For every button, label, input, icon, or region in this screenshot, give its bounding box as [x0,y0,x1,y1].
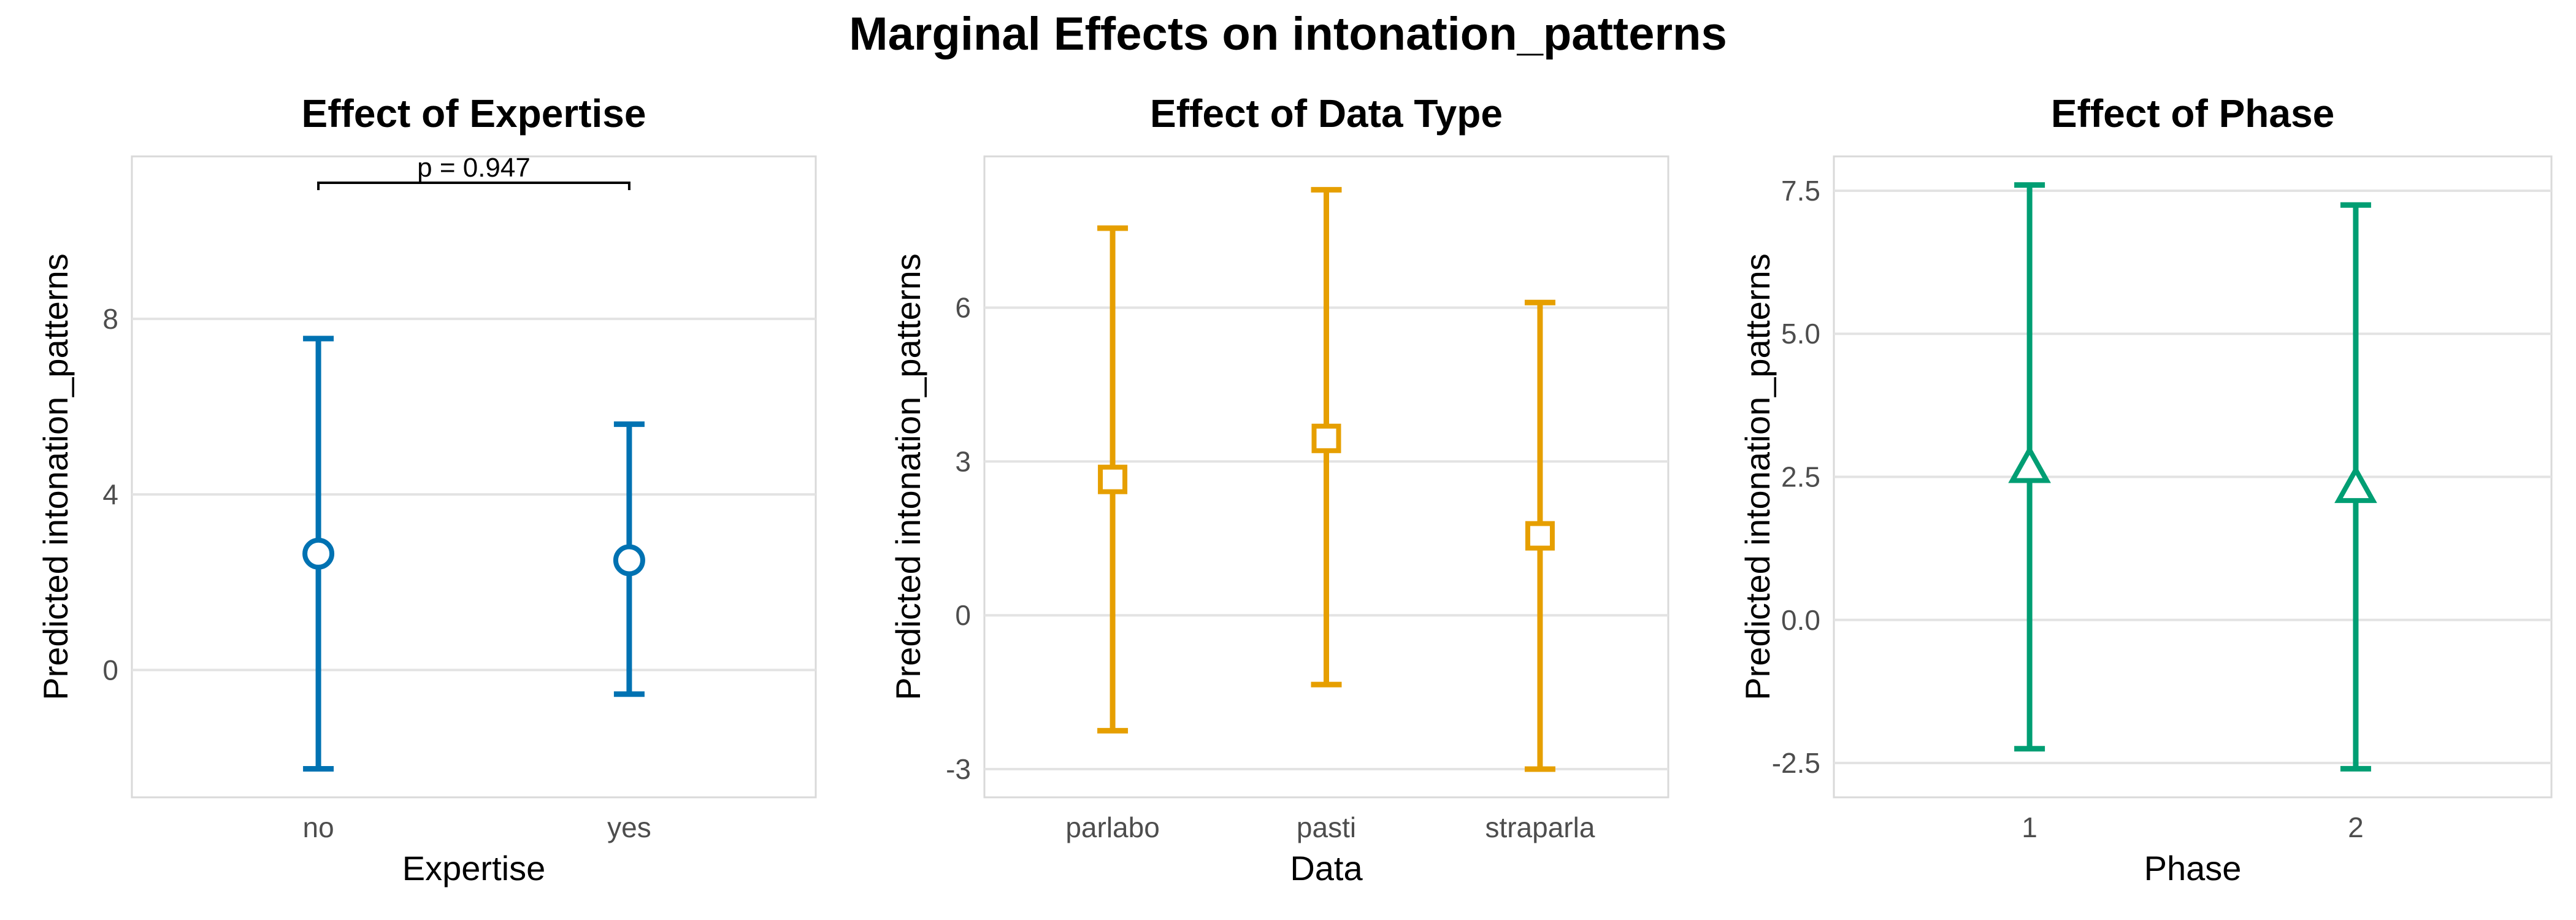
x-axis-title: Phase [2144,849,2242,887]
point-estimate [302,537,335,570]
x-tick-label: yes [607,811,651,843]
significance-bracket [317,181,631,190]
panel-title: Effect of Expertise [302,91,646,136]
y-tick-label: 7.5 [1781,175,1820,207]
x-axis-title: Expertise [402,849,545,887]
point-estimate [613,544,645,577]
y-axis-title: Predicted intonation_patterns [1738,253,1777,700]
y-tick-label: -2.5 [1772,747,1820,779]
plot-area [131,155,817,799]
panel-title: Effect of Phase [2051,91,2334,136]
y-tick-label: 6 [955,292,971,324]
point-estimate [2008,445,2051,483]
y-tick-label: 2.5 [1781,461,1820,493]
y-axis-title: Predicted intonation_patterns [889,253,927,700]
panel-3: -2.5 0.0 2.5 5.0 7.5 1 2 Effect of Phase Phase Pr… [1738,91,2553,887]
x-tick-label: pasti [1297,811,1356,843]
x-tick-label: straparla [1485,811,1595,843]
x-axis-title: Data [1290,849,1363,887]
y-axis-title: Predicted intonation_patterns [36,253,75,700]
x-tick-label: no [303,811,334,843]
panel-2: -3 0 3 6 parlabo pasti straparla Effect of Data… [889,91,1669,887]
y-tick-label: 5.0 [1781,318,1820,350]
p-value-label: p = 0.947 [417,153,531,183]
point-estimate [1098,464,1128,494]
x-tick-label: 2 [2348,811,2364,843]
y-tick-label: 8 [102,303,118,335]
point-estimate [1311,423,1341,453]
point-estimate [2334,464,2377,504]
y-tick-label: 4 [102,478,118,510]
panel-title: Effect of Data Type [1150,91,1503,136]
point-estimate [1525,521,1555,551]
panel-1: 0 4 8 no yes Effect of Expertise Expertise Pred… [36,91,817,887]
y-tick-label: 3 [955,445,971,477]
figure-title: Marginal Effects on intonation_patterns [849,8,1727,60]
x-tick-label: 1 [2022,811,2037,843]
x-tick-label: parlabo [1065,811,1159,843]
y-tick-label: 0.0 [1781,604,1820,636]
y-tick-label: 0 [955,599,971,631]
y-tick-label: 0 [102,654,118,686]
y-tick-label: -3 [946,753,971,785]
